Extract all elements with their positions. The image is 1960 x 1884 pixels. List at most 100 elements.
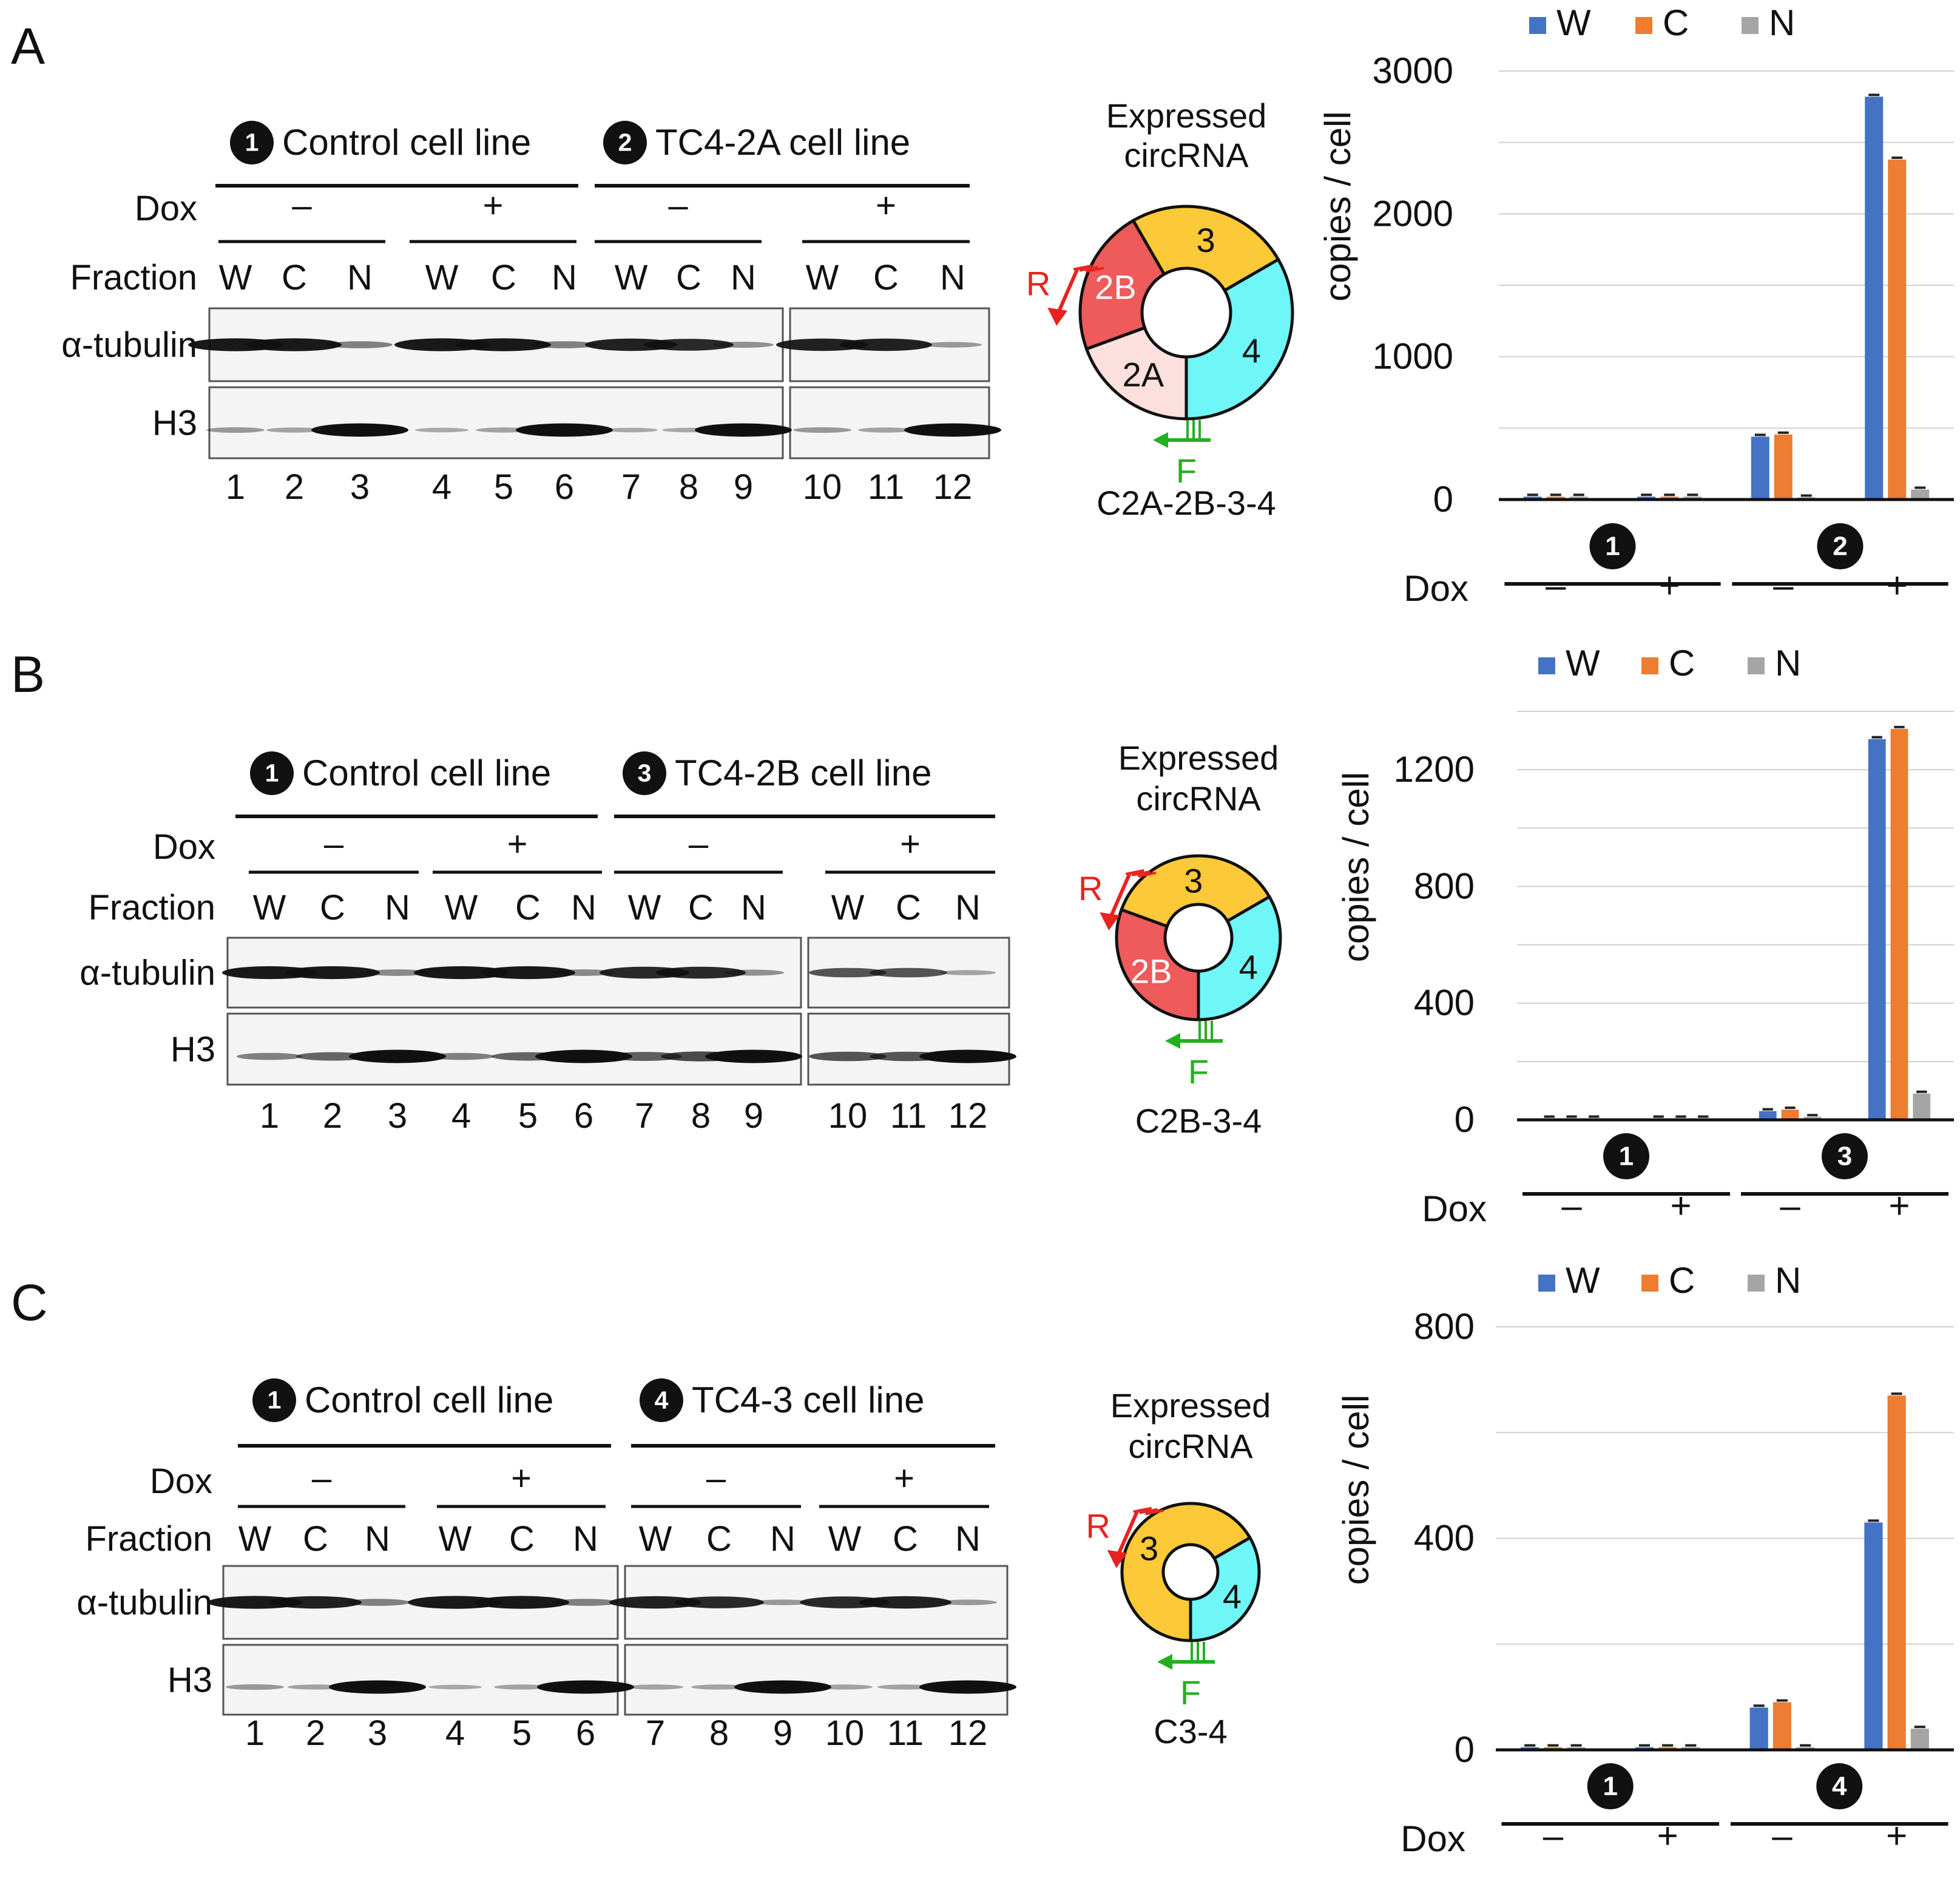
cell-line-number-badge <box>1822 1133 1868 1179</box>
fraction-letter: N <box>573 1519 598 1559</box>
reverse-primer-label: R <box>1078 869 1103 907</box>
fraction-letter: N <box>955 1519 981 1559</box>
segment-label: 4 <box>1242 331 1261 370</box>
reverse-primer: R <box>1078 869 1157 930</box>
tubulin-band <box>754 1599 812 1605</box>
western-blot: 1 Control cell line 4 TC4-3 cell line Dox – + –… <box>76 1378 1016 1753</box>
reverse-primer-arrowhead <box>1047 307 1068 326</box>
segment-label: 2A <box>1123 356 1164 394</box>
cell-line-number-badge <box>603 121 647 164</box>
western-blot: 1 Control cell line 2 TC4-2A cell line Dox – +… <box>61 121 1001 507</box>
fraction-letter: W <box>445 888 478 927</box>
chart-dox-value: – <box>1773 565 1794 606</box>
h3-band <box>877 1684 933 1690</box>
circrna-name: C2B-3-4 <box>1135 1102 1262 1140</box>
blot-membrane <box>208 386 784 459</box>
legend-label-c: C <box>1669 643 1695 683</box>
lane-number: 7 <box>621 467 641 507</box>
h3-band <box>288 1684 343 1690</box>
bar-w <box>1865 97 1884 500</box>
lane-number: 8 <box>709 1713 729 1753</box>
lane-number: 11 <box>890 1096 927 1136</box>
cell-line-number: 1 <box>265 759 279 787</box>
forward-primer: F <box>1157 1642 1215 1712</box>
chart-dox-value: + <box>1659 565 1680 606</box>
dox-label: Dox <box>153 827 215 867</box>
chart-dox-value: – <box>1561 1185 1582 1226</box>
h3-band <box>296 1052 369 1061</box>
lane-number: 1 <box>260 1096 279 1136</box>
lane-number: 9 <box>744 1096 763 1136</box>
chart-dox-value: – <box>1546 565 1566 606</box>
h3-band <box>695 423 792 437</box>
y-axis-label: copies / cell <box>1336 1395 1376 1585</box>
cell-line-number: 2 <box>618 129 632 157</box>
chart-dox-value: – <box>1543 1815 1564 1856</box>
tubulin-band <box>924 342 982 348</box>
y-tick-label: 800 <box>1414 1306 1475 1347</box>
cell-line-number: 4 <box>1832 1771 1847 1801</box>
legend-label-w: W <box>1566 643 1600 683</box>
dox-plus: + <box>894 1459 914 1498</box>
panel-letter: B <box>11 646 45 703</box>
bar-c <box>1890 728 1908 1120</box>
dox-plus: + <box>483 186 504 225</box>
y-tick-label: 0 <box>1455 1099 1475 1140</box>
h3-band <box>311 423 408 437</box>
h3-band <box>705 1049 802 1063</box>
circrna-segment-3 <box>1120 1502 1252 1642</box>
tubulin-band <box>776 338 868 351</box>
bar-c <box>1781 1110 1799 1120</box>
tubulin-band <box>859 1596 951 1609</box>
y-tick-label: 1000 <box>1373 336 1453 377</box>
lane-number: 3 <box>368 1713 387 1753</box>
segment-label: 3 <box>1184 861 1203 900</box>
panel-b: B 1 Control cell line 3 TC4-2B cell line Dox –… <box>11 643 1954 1229</box>
dox-minus: – <box>324 824 344 864</box>
expressed-label: Expressed <box>1106 97 1267 135</box>
h3-band <box>537 1680 634 1694</box>
fraction-letter: N <box>347 258 373 297</box>
fraction-letter: W <box>806 258 839 297</box>
cell-line-number: 1 <box>1605 531 1620 561</box>
tubulin-band <box>553 1599 618 1606</box>
dox-plus: + <box>511 1459 532 1498</box>
y-tick-label: 1200 <box>1394 749 1475 790</box>
fraction-letter: N <box>770 1519 796 1559</box>
lane-number: 4 <box>451 1096 471 1136</box>
tubulin-band <box>840 338 932 351</box>
bar-chart: 0 400 800 1200 copies / cell W C N 1 3 Dox – + – + <box>1336 643 1954 1229</box>
legend-swatch-c <box>1641 657 1658 674</box>
cell-line-number: 1 <box>1603 1771 1618 1801</box>
h3-band <box>329 1680 426 1694</box>
blot-membrane <box>807 1012 1010 1086</box>
circrna-name: C3-4 <box>1154 1712 1227 1750</box>
fraction-letter: C <box>282 258 307 297</box>
y-axis-label: copies / cell <box>1336 772 1376 962</box>
expressed-label: Expressed <box>1110 1386 1271 1425</box>
fraction-letter: C <box>893 1519 918 1559</box>
legend-label-c: C <box>1663 2 1689 43</box>
y-tick-label: 400 <box>1414 1518 1475 1559</box>
panel-letter: A <box>11 18 45 75</box>
fraction-letter: W <box>439 1519 472 1559</box>
forward-primer-arrowhead <box>1157 1654 1172 1670</box>
bar-w <box>1749 1707 1768 1750</box>
lane-number: 1 <box>226 467 245 507</box>
tubulin-band <box>532 341 597 348</box>
dox-minus: – <box>706 1459 726 1498</box>
primer-tick <box>1073 264 1092 271</box>
test-cell-line-label: TC4-3 cell line <box>692 1380 924 1420</box>
dox-minus: – <box>689 824 709 864</box>
tubulin-band <box>481 966 575 980</box>
lane-number: 9 <box>734 467 753 507</box>
lane-number: 6 <box>555 467 574 507</box>
y-tick-label: 3000 <box>1373 50 1453 91</box>
legend-swatch-c <box>1635 17 1652 34</box>
y-tick-label: 0 <box>1433 479 1453 520</box>
h3-band <box>904 423 1001 437</box>
lane-number: 1 <box>245 1713 265 1753</box>
h3-band <box>428 1684 482 1690</box>
primer-tick <box>1137 872 1157 878</box>
bar-c <box>1888 159 1907 500</box>
